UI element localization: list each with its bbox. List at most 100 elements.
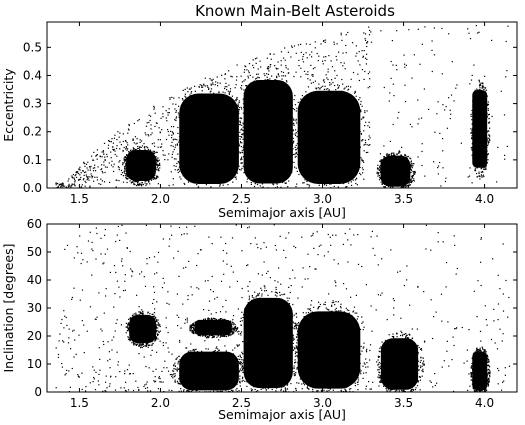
eccentricity-point [475,163,477,165]
inclination-point [395,388,397,390]
inclination-point [131,321,133,323]
inclination-point [156,326,158,329]
eccentricity-point [289,147,291,149]
inclination-point [244,363,246,365]
inclination-point [483,359,485,361]
inclination-point [391,342,393,344]
eccentricity-point [125,176,127,178]
eccentricity-point [405,185,407,187]
inclination-point [406,279,408,281]
inclination-point [409,339,411,341]
inclination-point [255,390,257,392]
inclination-point [454,328,456,330]
eccentricity-point [225,168,227,170]
eccentricity-point [359,111,361,114]
eccentricity-point [290,118,292,121]
eccentricity-point [241,152,244,154]
inclination-point [244,380,246,382]
inclination-point [476,355,478,357]
inclination-point [179,374,181,376]
eccentricity-point [299,136,302,138]
eccentricity-point [180,161,182,163]
eccentricity-point [189,123,191,125]
inclination-point [247,308,249,310]
inclination-point [393,393,394,394]
eccentricity-point [322,167,324,169]
eccentricity-point [133,142,135,144]
inclination-point [317,254,319,256]
eccentricity-point [241,150,243,152]
inclination-point [228,357,230,360]
inclination-point [366,362,368,364]
eccentricity-point [272,191,273,192]
eccentricity-point [237,139,239,141]
inclination-point [157,327,159,329]
inclination-point [477,352,479,354]
inclination-point [206,320,209,322]
eccentricity-point [107,147,109,149]
eccentricity-point [312,81,314,84]
eccentricity-point [129,155,131,158]
inclination-point [224,355,226,357]
eccentricity-point [245,94,247,96]
inclination-point [243,372,245,374]
eccentricity-point [243,143,245,145]
inclination-point [298,355,300,358]
inclination-point [193,322,195,324]
inclination-point [156,320,158,322]
inclination-point [230,265,232,267]
inclination-point [394,387,396,389]
inclination-point [225,355,227,357]
inclination-point [220,236,222,238]
eccentricity-point [90,165,92,168]
eccentricity-point [110,164,113,166]
inclination-point [470,374,472,376]
inclination-point [193,328,195,330]
inclination-point [391,393,392,394]
inclination-point [379,367,381,369]
inclination-point [317,384,319,386]
inclination-point [199,394,200,395]
eccentricity-point [91,177,93,179]
eccentricity-point [360,100,362,103]
eccentricity-point [171,131,173,133]
eccentricity-point [382,165,384,167]
eccentricity-point [309,54,311,56]
eccentricity-point [473,92,476,94]
inclination-point [189,329,191,331]
eccentricity-point [488,122,490,124]
inclination-point [193,356,195,358]
eccentricity-point [192,98,195,100]
eccentricity-point [298,157,300,159]
inclination-point [472,370,474,372]
inclination-point [194,332,196,334]
inclination-point [234,382,237,384]
eccentricity-point [100,183,102,185]
eccentricity-point [195,171,198,173]
eccentricity-point [460,142,462,144]
eccentricity-point [339,165,341,167]
inclination-point [484,393,485,394]
eccentricity-point [471,112,473,114]
inclination-point [358,333,360,335]
inclination-point [220,335,222,337]
inclination-point [128,326,130,329]
inclination-point [396,390,398,392]
inclination-point [213,317,215,320]
eccentricity-point [296,143,298,145]
eccentricity-point [388,155,391,158]
eccentricity-point [134,178,136,180]
eccentricity-point [331,66,334,68]
eccentricity-point [440,185,442,187]
inclination-point [221,387,223,389]
eccentricity-point [204,108,206,110]
inclination-point [299,378,301,380]
inclination-point [201,322,203,324]
inclination-point [378,363,380,365]
inclination-point [237,358,239,360]
eccentricity-point [135,152,137,154]
inclination-point [334,280,336,282]
inclination-point [183,389,185,391]
eccentricity-point [186,176,188,178]
inclination-point [239,362,241,364]
